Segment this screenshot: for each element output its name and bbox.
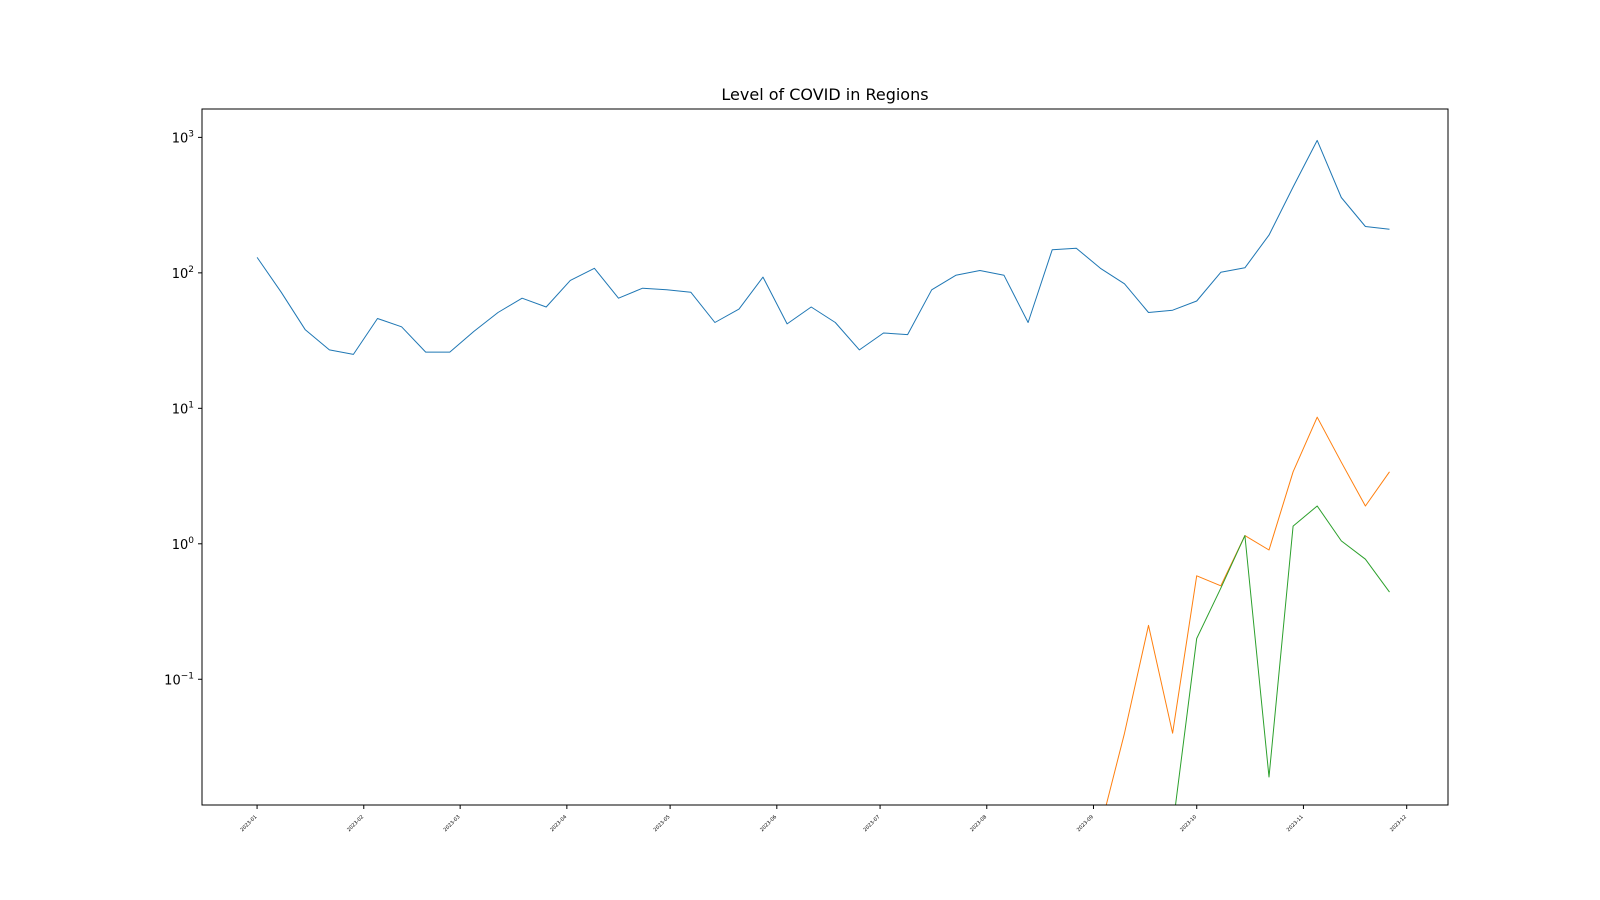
y-tick-label: 10−1 [164, 671, 194, 688]
series-line-1 [256, 139, 1390, 355]
x-tick-label: 2023-04 [549, 814, 568, 833]
y-tick-label: 103 [172, 129, 194, 146]
y-tick-label: 101 [172, 400, 194, 417]
y-tick-label: 100 [172, 536, 195, 553]
x-tick-label: 2023-08 [969, 814, 988, 833]
chart-title: Level of COVID in Regions [721, 85, 928, 104]
x-tick-label: 2023-11 [1286, 814, 1305, 833]
y-tick-label: 102 [172, 265, 194, 282]
x-tick-label: 2023-09 [1076, 814, 1095, 833]
x-tick-label: 2023-06 [759, 814, 778, 833]
plot-frame [201, 108, 1449, 806]
x-tick-label: 2023-12 [1389, 814, 1408, 833]
series-line-2 [1105, 416, 1390, 805]
x-tick-label: 2023-07 [862, 814, 881, 833]
y-axis: 10−1 100 101 102 103 [164, 129, 202, 688]
x-tick-label: 2023-01 [239, 814, 258, 833]
series-layer [256, 139, 1390, 805]
x-axis: 2023-01 2023-02 2023-03 2023-04 2023-05 2023-… [239, 805, 1408, 833]
x-tick-label: 2023-03 [443, 814, 462, 833]
x-tick-label: 2023-05 [652, 814, 671, 833]
series-line-3 [1175, 505, 1390, 805]
x-tick-label: 2023-02 [346, 814, 365, 833]
x-tick-label: 2023-10 [1179, 814, 1198, 833]
